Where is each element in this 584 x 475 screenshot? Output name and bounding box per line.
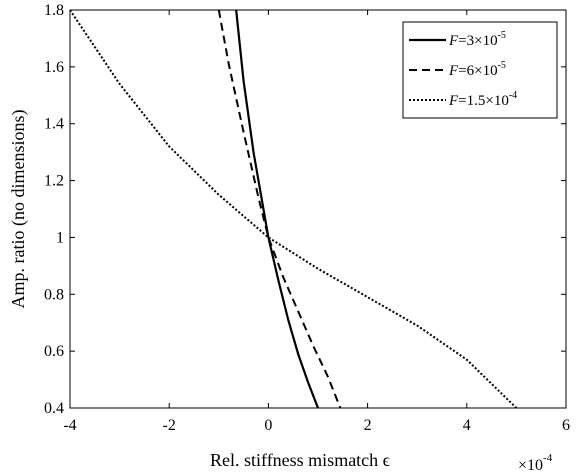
x-ticks: -4 -2 0 2 4 6 xyxy=(63,10,570,434)
legend-label-1: F=3×10-5 xyxy=(448,30,506,49)
x-tick-label: -4 xyxy=(63,417,76,434)
y-tick-label: 1.6 xyxy=(44,59,64,76)
x-multiplier-exp: -4 xyxy=(543,452,553,464)
x-tick-label: 0 xyxy=(264,417,272,434)
x-axis-label: Rel. stiffness mismatch ϵ xyxy=(210,450,390,470)
y-ticks: 0.4 0.6 0.8 1 1.2 1.4 1.6 1.8 xyxy=(44,2,566,417)
y-tick-label: 0.8 xyxy=(44,286,64,303)
series-line-1 xyxy=(235,10,320,408)
y-tick-label: 1.8 xyxy=(44,2,64,19)
y-tick-label: 1.4 xyxy=(44,116,64,133)
y-tick-label: 1.2 xyxy=(44,173,64,190)
legend-label-3: F=1.5×10-4 xyxy=(448,90,517,109)
y-tick-label: 0.4 xyxy=(44,400,64,417)
y-axis-label: Amp. ratio (no dimensions) xyxy=(8,110,29,309)
y-tick-label: 1 xyxy=(56,229,64,246)
y-tick-label: 0.6 xyxy=(44,343,64,360)
plot-frame xyxy=(69,9,567,409)
x-tick-label: -2 xyxy=(163,417,176,434)
x-tick-label: 6 xyxy=(562,417,570,434)
x-tick-label: 2 xyxy=(364,417,372,434)
legend-label-2: F=6×10-5 xyxy=(448,60,506,79)
series-line-2 xyxy=(217,10,342,408)
x-tick-label: 4 xyxy=(463,417,471,434)
x-multiplier: ×10-4 xyxy=(518,452,553,474)
series-line-3 xyxy=(70,10,518,408)
chart-marks xyxy=(70,10,518,408)
x-multiplier-base: ×10 xyxy=(518,457,543,474)
legend: F=3×10-5 F=6×10-5 F=1.5×10-4 xyxy=(402,21,558,119)
